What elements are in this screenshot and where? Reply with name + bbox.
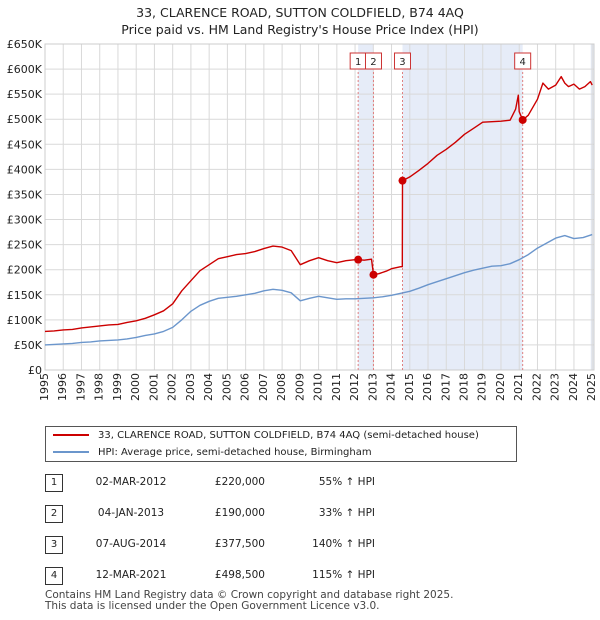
x-tick-label: 2023 bbox=[549, 373, 562, 401]
sale-hpi-change: 115% ↑ HPI bbox=[312, 569, 375, 581]
sale-marker-number: 1 bbox=[355, 57, 361, 68]
y-tick-label: £350K bbox=[7, 188, 43, 201]
sale-row: 1 02-MAR-2012 £220,000 55% ↑ HPI bbox=[45, 474, 405, 492]
sale-price: £220,000 bbox=[214, 476, 265, 488]
x-tick-label: 2014 bbox=[385, 373, 398, 401]
x-tick-label: 2010 bbox=[312, 373, 325, 401]
x-tick-label: 2005 bbox=[220, 373, 233, 401]
y-tick-label: £550K bbox=[7, 88, 43, 101]
property-price-line bbox=[44, 75, 593, 333]
x-tick-label: 2022 bbox=[530, 373, 543, 401]
sale-row: 2 04-JAN-2013 £190,000 33% ↑ HPI bbox=[45, 505, 405, 523]
sale-hpi-change: 140% ↑ HPI bbox=[312, 538, 375, 550]
y-tick-label: £150K bbox=[7, 289, 43, 302]
sale-marker-number: 4 bbox=[519, 57, 525, 68]
legend-swatch-property bbox=[53, 434, 89, 436]
sale-marker-box bbox=[393, 52, 411, 70]
legend-label-property: 33, CLARENCE ROAD, SUTTON COLDFIELD, B74… bbox=[98, 430, 479, 441]
shaded-region bbox=[358, 44, 374, 370]
sale-number-badge: 4 bbox=[45, 567, 63, 585]
x-tick-label: 2000 bbox=[129, 373, 142, 401]
sale-row: 4 12-MAR-2021 £498,500 115% ↑ HPI bbox=[45, 567, 405, 585]
y-tick-label: £250K bbox=[7, 239, 43, 252]
legend-label-hpi: HPI: Average price, semi-detached house,… bbox=[98, 447, 372, 458]
x-tick-label: 2018 bbox=[458, 373, 471, 401]
y-tick-label: £450K bbox=[7, 138, 43, 151]
legend-swatch-hpi bbox=[53, 451, 89, 453]
y-tick-label: £0 bbox=[28, 364, 42, 377]
sale-point bbox=[518, 115, 527, 124]
sale-row: 3 07-AUG-2014 £377,500 140% ↑ HPI bbox=[45, 536, 405, 554]
x-tick-label: 2001 bbox=[147, 373, 160, 401]
x-tick-label: 2019 bbox=[476, 373, 489, 401]
legend-item-hpi: HPI: Average price, semi-detached house,… bbox=[53, 445, 372, 461]
x-tick-label: 2007 bbox=[257, 373, 270, 401]
sale-date: 07-AUG-2014 bbox=[95, 538, 167, 550]
shaded-region bbox=[402, 44, 523, 370]
y-tick-label: £500K bbox=[7, 113, 43, 126]
sale-marker-number: 3 bbox=[399, 57, 405, 68]
sale-price: £498,500 bbox=[214, 569, 265, 581]
x-tick-label: 1999 bbox=[111, 373, 124, 401]
x-tick-label: 2024 bbox=[567, 373, 580, 401]
sale-marker-box bbox=[364, 52, 382, 70]
x-tick-label: 2008 bbox=[275, 373, 288, 401]
chart-title: 33, CLARENCE ROAD, SUTTON COLDFIELD, B74… bbox=[136, 5, 464, 20]
sale-hpi-change: 55% ↑ HPI bbox=[318, 476, 375, 488]
chart-subtitle: Price paid vs. HM Land Registry's House … bbox=[121, 22, 479, 37]
sale-price: £190,000 bbox=[214, 507, 265, 519]
price-chart: £0 £50K £100K £150K £200K £250K £300K £350K £400… bbox=[7, 38, 598, 401]
y-tick-label: £100K bbox=[7, 314, 43, 327]
x-tick-label: 2009 bbox=[293, 373, 306, 401]
x-tick-label: 2004 bbox=[202, 373, 215, 401]
y-tick-label: £200K bbox=[7, 264, 43, 277]
sale-hpi-change: 33% ↑ HPI bbox=[318, 507, 375, 519]
x-tick-label: 1998 bbox=[93, 373, 106, 401]
hpi-line bbox=[44, 233, 593, 346]
x-tick-label: 2003 bbox=[184, 373, 197, 401]
y-tick-label: £50K bbox=[14, 339, 43, 352]
sale-number-badge: 3 bbox=[45, 536, 63, 554]
sale-marker-number: 2 bbox=[370, 57, 376, 68]
sale-point bbox=[398, 176, 407, 185]
x-tick-label: 2012 bbox=[348, 373, 361, 401]
chart-title-block: 33, CLARENCE ROAD, SUTTON COLDFIELD, B74… bbox=[0, 4, 600, 38]
y-tick-label: £300K bbox=[7, 214, 43, 227]
x-tick-label: 1996 bbox=[56, 373, 69, 401]
sale-date: 02-MAR-2012 bbox=[95, 476, 167, 488]
x-tick-label: 2006 bbox=[239, 373, 252, 401]
sale-point bbox=[369, 270, 378, 279]
footer-licence: This data is licensed under the Open Gov… bbox=[45, 600, 380, 612]
x-tick-label: 2015 bbox=[403, 373, 416, 401]
plot-border bbox=[44, 43, 595, 371]
legend: 33, CLARENCE ROAD, SUTTON COLDFIELD, B74… bbox=[45, 426, 517, 462]
footer-copyright: Contains HM Land Registry data © Crown c… bbox=[45, 589, 454, 601]
sale-price: £377,500 bbox=[214, 538, 265, 550]
x-tick-label: 2011 bbox=[330, 373, 343, 401]
y-tick-label: £400K bbox=[7, 163, 43, 176]
y-tick-label: £650K bbox=[7, 38, 43, 51]
x-tick-label: 2002 bbox=[166, 373, 179, 401]
x-tick-label: 2016 bbox=[421, 373, 434, 401]
sale-marker-box bbox=[514, 52, 532, 70]
x-tick-label: 1995 bbox=[38, 373, 51, 401]
sale-date: 12-MAR-2021 bbox=[95, 569, 167, 581]
sale-number-badge: 2 bbox=[45, 505, 63, 523]
y-tick-label: £600K bbox=[7, 63, 43, 76]
sale-point bbox=[354, 255, 363, 264]
x-tick-label: 1997 bbox=[74, 373, 87, 401]
legend-item-property: 33, CLARENCE ROAD, SUTTON COLDFIELD, B74… bbox=[53, 428, 479, 444]
sale-date: 04-JAN-2013 bbox=[97, 507, 165, 519]
x-tick-label: 2013 bbox=[366, 373, 379, 401]
x-tick-label: 2021 bbox=[512, 373, 525, 401]
x-tick-label: 2017 bbox=[439, 373, 452, 401]
sale-number-badge: 1 bbox=[45, 474, 63, 492]
x-tick-label: 2025 bbox=[585, 373, 598, 401]
x-tick-label: 2020 bbox=[494, 373, 507, 401]
footer: Contains HM Land Registry data © Crown c… bbox=[45, 590, 453, 612]
